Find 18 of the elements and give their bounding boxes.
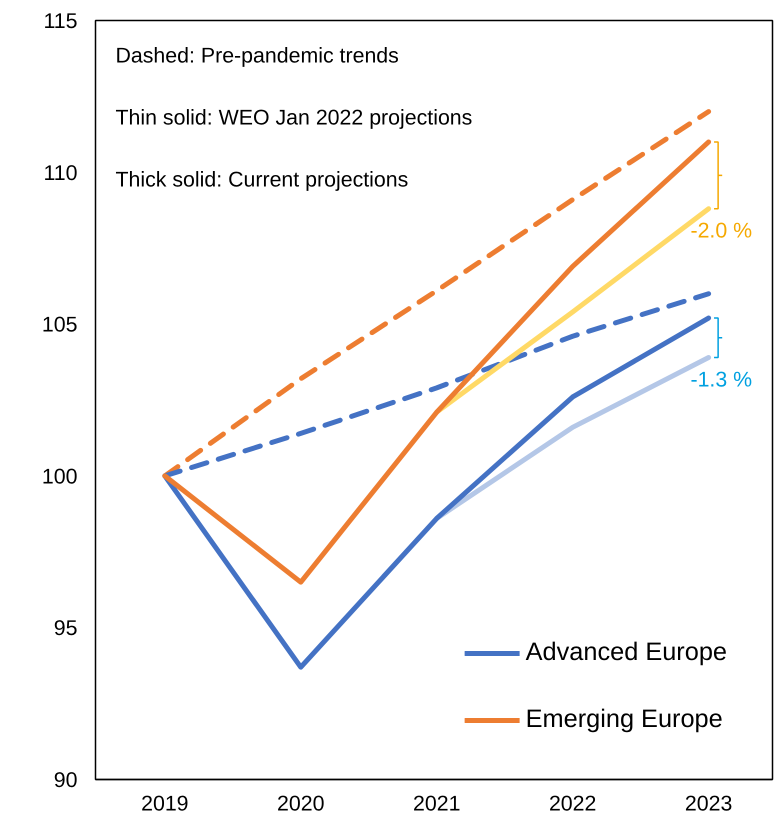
x-tick-label: 2023 <box>684 792 732 816</box>
legend-label: Emerging Europe <box>526 705 723 734</box>
x-tick-label: 2022 <box>548 792 596 816</box>
x-tick-label: 2020 <box>277 792 325 816</box>
annotation: Thin solid: WEO Jan 2022 projections <box>116 106 472 130</box>
y-tick-label: 110 <box>44 160 78 185</box>
annotation: Dashed: Pre-pandemic trends <box>116 44 399 68</box>
y-tick-label: 95 <box>54 616 78 640</box>
y-tick-label: 90 <box>54 768 78 792</box>
x-tick-label: 2019 <box>141 792 189 816</box>
y-tick-label: 105 <box>42 312 78 337</box>
annotation: -2.0 % <box>690 218 752 243</box>
annotation: Thick solid: Current projections <box>116 168 408 192</box>
x-tick-label: 2021 <box>412 792 460 816</box>
legend-label: Advanced Europe <box>526 638 727 667</box>
annotation: -1.3 % <box>690 367 752 392</box>
y-tick-label: 115 <box>44 9 78 33</box>
y-tick-label: 100 <box>42 464 78 488</box>
